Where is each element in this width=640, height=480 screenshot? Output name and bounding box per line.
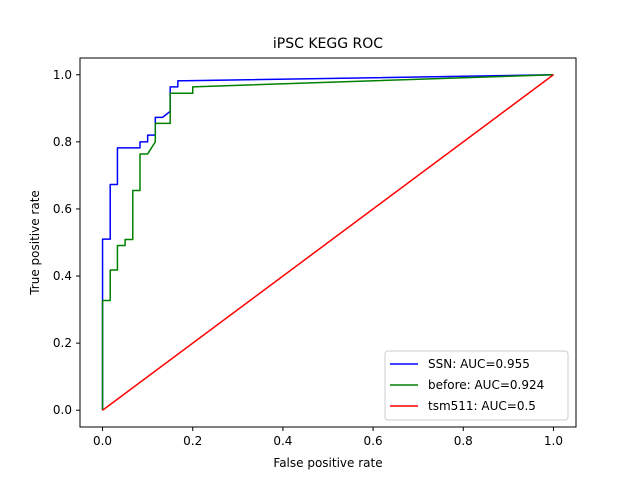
x-axis-label: False positive rate bbox=[273, 456, 382, 470]
legend-label-2: tsm511: AUC=0.5 bbox=[428, 399, 536, 413]
x-tick-label: 0.6 bbox=[364, 434, 383, 448]
x-tick-label: 1.0 bbox=[544, 434, 563, 448]
y-tick-label: 0.6 bbox=[53, 202, 72, 216]
legend-label-0: SSN: AUC=0.955 bbox=[428, 357, 530, 371]
chart-title: iPSC KEGG ROC bbox=[273, 36, 383, 52]
legend-label-1: before: AUC=0.924 bbox=[428, 378, 544, 392]
y-axis-label: True positive rate bbox=[28, 190, 42, 296]
legend: SSN: AUC=0.955 before: AUC=0.924 tsm511: A… bbox=[384, 350, 569, 421]
x-tick-label: 0.8 bbox=[454, 434, 473, 448]
x-tick-label: 0.4 bbox=[273, 434, 292, 448]
series-line-0 bbox=[101, 74, 554, 411]
ticks-layer: 0.0 0.2 0.4 0.6 0.8 1.0 0.0 0.2 0.4 0.6 0.8 1.0 bbox=[53, 68, 563, 448]
series-line-1 bbox=[101, 74, 554, 411]
y-tick-label: 0.2 bbox=[53, 336, 72, 350]
legend-box bbox=[384, 350, 569, 421]
x-tick-label: 0.0 bbox=[93, 434, 112, 448]
y-tick-label: 0.4 bbox=[53, 269, 72, 283]
y-tick-label: 0.8 bbox=[53, 135, 72, 149]
series-line-2 bbox=[102, 74, 554, 411]
series-layer bbox=[101, 74, 554, 411]
y-tick-label: 1.0 bbox=[53, 68, 72, 82]
x-tick-label: 0.2 bbox=[183, 434, 202, 448]
y-tick-label: 0.0 bbox=[53, 403, 72, 417]
plot-area-frame bbox=[79, 57, 577, 428]
